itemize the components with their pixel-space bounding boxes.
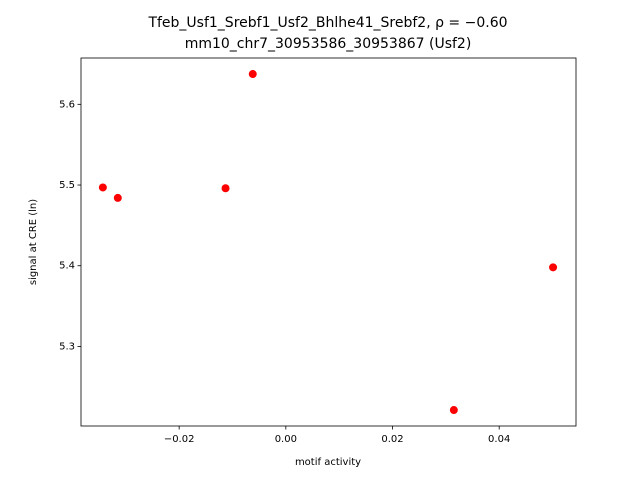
x-axis-label: motif activity [295,457,361,468]
y-axis-label: signal at CRE (ln) [28,199,39,285]
y-tick-label: 5.3 [59,341,75,352]
y-tick-label: 5.5 [59,180,75,191]
y-tick-label: 5.4 [59,261,75,272]
x-tick-label: 0.04 [488,434,510,445]
point [248,70,257,79]
point [449,406,458,415]
chart-subtitle: mm10_chr7_30953586_30953867 (Usf2) [185,36,472,52]
point [98,183,107,192]
point [549,263,558,272]
point [113,193,122,202]
chart-title: Tfeb_Usf1_Srebf1_Usf2_Bhlhe41_Srebf2, ρ … [147,15,507,31]
x-tick-label: −0.02 [164,434,195,445]
x-tick-label: 0.02 [381,434,403,445]
plot-frame [80,57,577,427]
x-tick-label: 0.00 [275,434,297,445]
point [221,184,230,193]
y-tick-label: 5.6 [59,99,75,110]
